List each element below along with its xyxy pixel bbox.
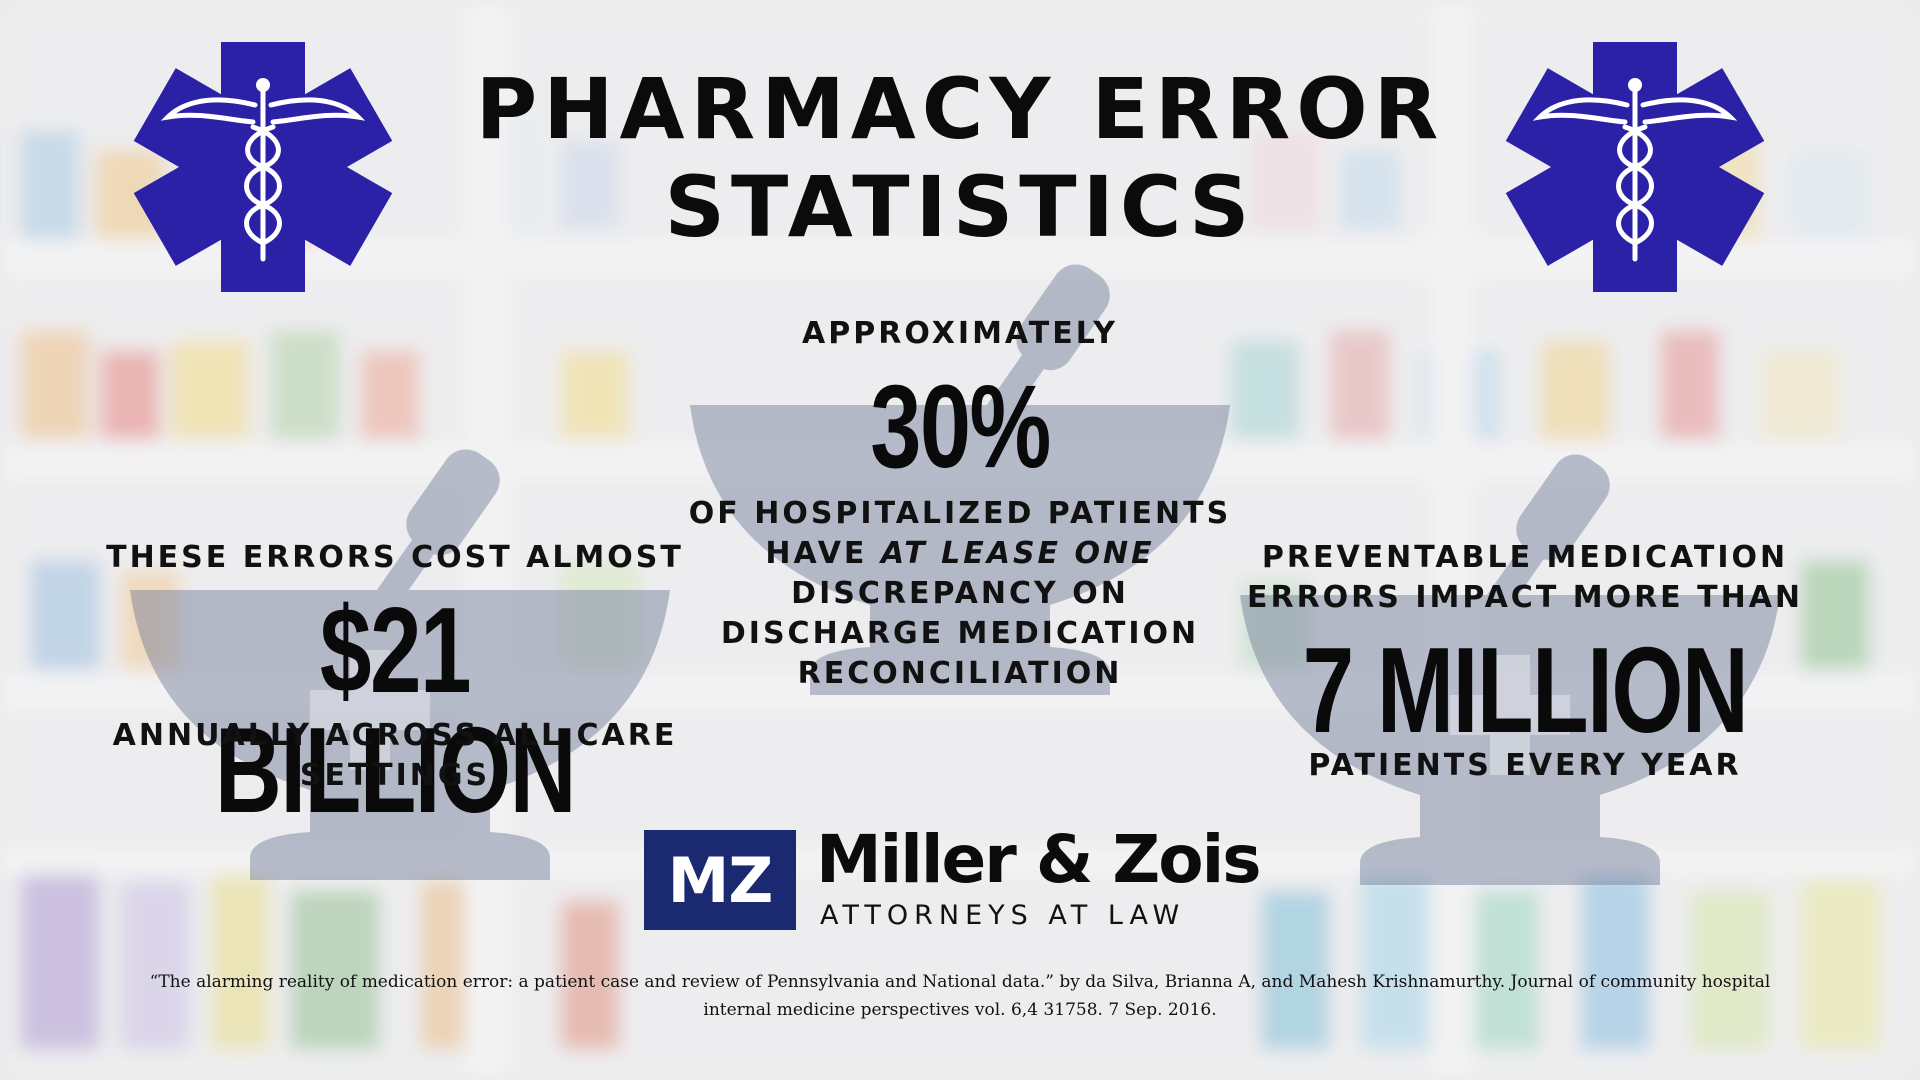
- star-of-life-caduceus-icon: [133, 42, 393, 292]
- mortar-and-pestle-icon: [1240, 454, 1780, 885]
- left-stat-description: ANNUALLY ACROSS ALL CARE SETTINGS: [95, 716, 695, 796]
- right-lead-line-2: ERRORS IMPACT MORE THAN: [1246, 580, 1804, 615]
- center-desc-line-1: OF HOSPITALIZED PATIENTS: [688, 496, 1232, 531]
- mortar-and-pestle-icon: [690, 264, 1230, 695]
- citation-line-2: internal medicine perspectives vol. 6,4 …: [703, 1000, 1217, 1020]
- center-desc-line-2: HAVE AT LEASE ONE: [640, 534, 1280, 574]
- center-stat-figure: 30%: [870, 361, 1051, 493]
- logo-firm-name: Miller & Zois: [816, 821, 1261, 898]
- source-citation: “The alarming reality of medication erro…: [90, 968, 1830, 1024]
- center-desc-line-4: DISCHARGE MEDICATION: [720, 616, 1200, 651]
- right-lead-line-1: PREVENTABLE MEDICATION: [1261, 540, 1789, 575]
- center-stat-description: OF HOSPITALIZED PATIENTS HAVE AT LEASE O…: [640, 494, 1280, 694]
- center-desc-line-2-prefix: HAVE: [765, 536, 881, 571]
- left-desc-line-2: SETTINGS: [299, 758, 491, 793]
- right-stat-description: PATIENTS EVERY YEAR: [1308, 748, 1742, 783]
- star-of-life-caduceus-icon: [1505, 42, 1765, 292]
- right-stat-lead: PREVENTABLE MEDICATION ERRORS IMPACT MOR…: [1215, 538, 1835, 618]
- center-desc-emphasis: AT LEASE ONE: [880, 536, 1155, 571]
- mortar-and-pestle-icon: [130, 449, 670, 880]
- right-stat-figure: 7 MILLION: [1302, 622, 1749, 758]
- page-title: PHARMACY ERROR STATISTICS: [360, 60, 1560, 256]
- title-line-1: PHARMACY ERROR: [475, 60, 1445, 158]
- title-line-2: STATISTICS: [664, 158, 1256, 256]
- citation-line-1: “The alarming reality of medication erro…: [149, 972, 1771, 992]
- logo-monogram: MZ: [644, 830, 796, 930]
- center-desc-line-5: RECONCILIATION: [797, 656, 1123, 691]
- center-stat-lead: APPROXIMATELY: [802, 316, 1118, 351]
- left-desc-line-1: ANNUALLY ACROSS ALL CARE: [112, 718, 678, 753]
- left-stat-figure: $21 BILLION: [214, 582, 577, 838]
- logo-tagline: ATTORNEYS AT LAW: [820, 900, 1186, 931]
- left-stat-lead: THESE ERRORS COST ALMOST: [106, 540, 684, 575]
- center-desc-line-3: DISCREPANCY ON: [791, 576, 1129, 611]
